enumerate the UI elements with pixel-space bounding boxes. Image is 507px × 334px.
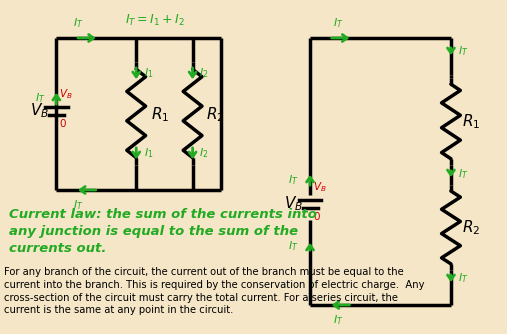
- Text: $I_T$: $I_T$: [73, 198, 83, 212]
- Text: $I_T = I_1 + I_2$: $I_T = I_1 + I_2$: [125, 13, 185, 28]
- Text: $V_B$: $V_B$: [313, 180, 327, 194]
- Text: $I_T$: $I_T$: [333, 313, 343, 327]
- Text: $R_2$: $R_2$: [462, 219, 481, 237]
- Text: $I_T$: $I_T$: [458, 271, 469, 285]
- Text: $R_1$: $R_1$: [151, 106, 169, 124]
- Text: $V_B$: $V_B$: [284, 195, 303, 213]
- Text: $I_T$: $I_T$: [333, 16, 343, 30]
- Text: $I_2$: $I_2$: [199, 66, 208, 80]
- Text: For any branch of the circuit, the current out of the branch must be equal to th: For any branch of the circuit, the curre…: [4, 267, 424, 315]
- Text: $I_T$: $I_T$: [288, 239, 299, 253]
- Text: $I_1$: $I_1$: [144, 146, 153, 160]
- Text: $I_T$: $I_T$: [458, 167, 469, 181]
- Text: $R_2$: $R_2$: [206, 106, 224, 124]
- Text: $V_B$: $V_B$: [59, 87, 73, 101]
- Text: Current law: the sum of the currents into
any junction is equal to the sum of th: Current law: the sum of the currents int…: [10, 208, 317, 255]
- Text: $I_T$: $I_T$: [73, 16, 83, 30]
- Text: $R_1$: $R_1$: [462, 113, 481, 131]
- Text: $I_T$: $I_T$: [34, 91, 45, 105]
- Text: $I_2$: $I_2$: [199, 146, 208, 160]
- Text: $V_B$: $V_B$: [30, 102, 49, 120]
- Text: $0$: $0$: [313, 210, 321, 222]
- Text: $I_T$: $I_T$: [288, 173, 299, 187]
- Text: $0$: $0$: [59, 117, 67, 129]
- Text: $I_1$: $I_1$: [144, 66, 153, 80]
- Text: $I_T$: $I_T$: [458, 44, 469, 58]
